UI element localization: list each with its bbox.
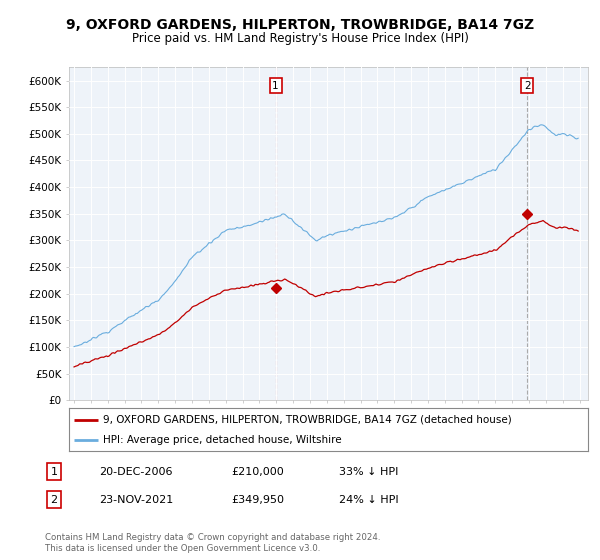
Text: £349,950: £349,950 (231, 494, 284, 505)
Text: 33% ↓ HPI: 33% ↓ HPI (339, 466, 398, 477)
Text: Price paid vs. HM Land Registry's House Price Index (HPI): Price paid vs. HM Land Registry's House … (131, 32, 469, 45)
Text: 2: 2 (50, 494, 58, 505)
Text: 2: 2 (524, 81, 530, 91)
Text: 9, OXFORD GARDENS, HILPERTON, TROWBRIDGE, BA14 7GZ (detached house): 9, OXFORD GARDENS, HILPERTON, TROWBRIDGE… (103, 415, 511, 424)
Text: Contains HM Land Registry data © Crown copyright and database right 2024.
This d: Contains HM Land Registry data © Crown c… (45, 533, 380, 553)
Text: 1: 1 (50, 466, 58, 477)
Text: HPI: Average price, detached house, Wiltshire: HPI: Average price, detached house, Wilt… (103, 435, 341, 445)
Text: 1: 1 (272, 81, 279, 91)
Text: 23-NOV-2021: 23-NOV-2021 (99, 494, 173, 505)
Text: £210,000: £210,000 (231, 466, 284, 477)
Text: 9, OXFORD GARDENS, HILPERTON, TROWBRIDGE, BA14 7GZ: 9, OXFORD GARDENS, HILPERTON, TROWBRIDGE… (66, 18, 534, 32)
Text: 20-DEC-2006: 20-DEC-2006 (99, 466, 173, 477)
Text: 24% ↓ HPI: 24% ↓ HPI (339, 494, 398, 505)
